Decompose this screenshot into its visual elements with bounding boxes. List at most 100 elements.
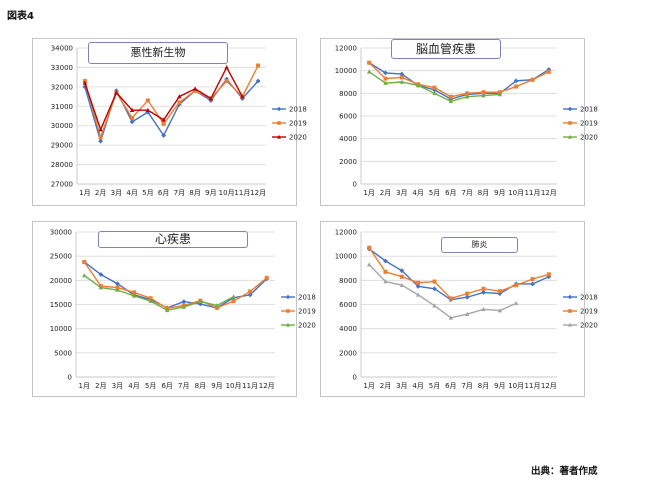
x-tick-label: 12月 bbox=[259, 382, 275, 390]
x-tick-label: 3月 bbox=[396, 382, 407, 390]
y-tick-label: 30000 bbox=[50, 229, 72, 237]
x-tick-label: 6月 bbox=[161, 382, 172, 390]
data-point bbox=[214, 305, 219, 310]
chart-title-cerebrovascular: 脳血管疾患 bbox=[391, 39, 501, 59]
x-tick-label: 3月 bbox=[396, 189, 407, 197]
x-tick-label: 4月 bbox=[126, 189, 137, 197]
data-point bbox=[415, 292, 421, 297]
legend-marker bbox=[286, 309, 290, 313]
x-tick-label: 11月 bbox=[525, 189, 541, 197]
data-point bbox=[161, 121, 166, 126]
data-point bbox=[198, 299, 203, 304]
series-line-2020 bbox=[83, 274, 234, 312]
y-tick-label: 4000 bbox=[339, 325, 357, 333]
chart-title-pneumonia: 肺炎 bbox=[441, 237, 518, 253]
x-tick-label: 1月 bbox=[363, 382, 374, 390]
legend-marker bbox=[286, 322, 290, 327]
x-tick-label: 6月 bbox=[445, 189, 456, 197]
data-point bbox=[399, 79, 405, 84]
y-tick-label: 10000 bbox=[335, 253, 357, 261]
legend-marker bbox=[277, 134, 281, 139]
data-point bbox=[481, 306, 486, 312]
x-tick-label: 7月 bbox=[461, 382, 472, 390]
x-tick-label: 5月 bbox=[145, 382, 156, 390]
data-point bbox=[98, 135, 103, 140]
data-point bbox=[432, 286, 437, 292]
y-tick-label: 8000 bbox=[339, 277, 357, 285]
data-point bbox=[513, 300, 519, 306]
y-tick-label: 34000 bbox=[51, 45, 73, 53]
x-tick-label: 11月 bbox=[525, 382, 541, 390]
data-point bbox=[481, 90, 486, 95]
data-point bbox=[432, 85, 437, 90]
x-tick-label: 8月 bbox=[478, 189, 489, 197]
series-line-2019 bbox=[83, 261, 268, 310]
data-point bbox=[399, 71, 405, 77]
chart-panel-heart-disease: 0 5000 10000 15000 20000 25000 30000 1月 2月 3月 4月 5月… bbox=[32, 221, 316, 397]
data-point bbox=[530, 277, 535, 282]
y-tick-label: 0 bbox=[353, 374, 357, 382]
y-tick-label: 29000 bbox=[51, 142, 73, 150]
x-tick-label: 1月 bbox=[79, 189, 90, 197]
legend-marker bbox=[568, 121, 572, 125]
data-point bbox=[131, 293, 137, 298]
x-tick-label: 11月 bbox=[242, 382, 258, 390]
data-point bbox=[497, 289, 502, 294]
data-point bbox=[497, 308, 503, 313]
data-point bbox=[231, 294, 236, 299]
data-point bbox=[514, 84, 519, 89]
legend-marker bbox=[567, 294, 573, 300]
data-point bbox=[546, 69, 551, 74]
legend-label: 2019 bbox=[580, 120, 598, 128]
data-point bbox=[367, 60, 372, 65]
data-point bbox=[98, 138, 104, 144]
legend-label: 2020 bbox=[580, 134, 598, 142]
y-tick-label: 30000 bbox=[51, 122, 73, 130]
x-tick-label: 12月 bbox=[541, 189, 557, 197]
data-point bbox=[115, 285, 120, 290]
y-tick-label: 33000 bbox=[51, 64, 73, 72]
data-point bbox=[432, 279, 437, 284]
data-point bbox=[248, 289, 253, 294]
legend-label: 2018 bbox=[580, 106, 598, 114]
legend-marker bbox=[285, 294, 291, 300]
chart-title-malignant-neoplasm: 悪性新生物 bbox=[88, 42, 228, 64]
legend-marker bbox=[277, 121, 281, 125]
x-tick-label: 9月 bbox=[205, 189, 216, 197]
x-tick-label: 8月 bbox=[195, 382, 206, 390]
data-point bbox=[161, 117, 166, 122]
data-point bbox=[399, 282, 405, 287]
data-point bbox=[161, 133, 167, 138]
x-tick-label: 4月 bbox=[128, 382, 139, 390]
x-tick-label: 10月 bbox=[508, 382, 524, 390]
series-line-2018 bbox=[83, 261, 268, 309]
data-point bbox=[114, 90, 119, 95]
data-point bbox=[181, 299, 187, 304]
data-point bbox=[464, 311, 470, 316]
series-line-2019 bbox=[368, 247, 550, 300]
y-tick-label: 15000 bbox=[50, 301, 72, 309]
y-tick-label: 32000 bbox=[51, 83, 73, 91]
data-point bbox=[366, 69, 372, 74]
chart-svg-cerebrovascular: 0 2000 4000 6000 8000 10000 12000 1月 2月 3月 4月 5月 6月 7… bbox=[335, 45, 598, 198]
chart-panel-cerebrovascular: 0 2000 4000 6000 8000 10000 12000 1月 2月 3月 4月 5月 6月 7… bbox=[320, 38, 598, 206]
chart-panel-pneumonia: 0 2000 4000 6000 8000 10000 12000 1月 2月 3月 4月 5月 6月 7… bbox=[320, 221, 598, 397]
series-line-2019 bbox=[368, 62, 550, 98]
y-tick-label: 6000 bbox=[339, 301, 357, 309]
x-tick-label: 9月 bbox=[211, 382, 222, 390]
data-point bbox=[129, 119, 135, 125]
data-point bbox=[177, 94, 182, 99]
y-tick-label: 8000 bbox=[339, 90, 357, 98]
x-tick-label: 6月 bbox=[158, 189, 169, 197]
data-point bbox=[231, 299, 236, 304]
chart-svg-heart-disease: 0 5000 10000 15000 20000 25000 30000 1月 2月 3月 4月 5月… bbox=[50, 229, 316, 391]
chart-svg-malignant-neoplasm: 27000 28000 29000 30000 31000 32000 33000 34000… bbox=[51, 45, 307, 198]
data-point bbox=[497, 92, 503, 97]
legend-label: 2020 bbox=[298, 322, 316, 330]
y-tick-label: 20000 bbox=[50, 277, 72, 285]
data-point bbox=[432, 303, 437, 308]
legend-label: 2019 bbox=[289, 120, 307, 128]
data-point bbox=[399, 274, 404, 279]
data-point bbox=[366, 262, 372, 267]
legend-marker bbox=[568, 309, 572, 313]
